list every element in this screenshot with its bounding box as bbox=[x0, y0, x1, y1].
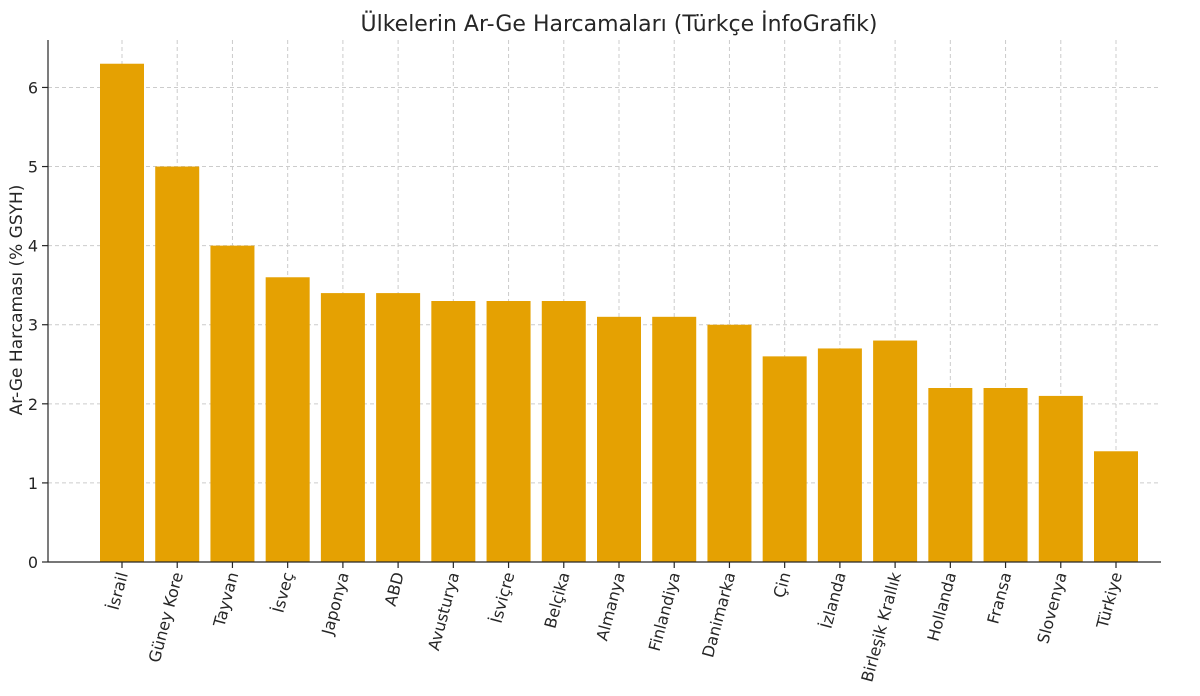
y-tick-label: 4 bbox=[28, 237, 38, 256]
x-tick-label: Almanya bbox=[592, 570, 629, 643]
x-tick-label: Belçika bbox=[540, 570, 573, 630]
bar-Almanya bbox=[597, 316, 641, 562]
y-tick-labels: 0 1 2 3 4 5 6 bbox=[28, 78, 38, 572]
x-tick-label: Danimarka bbox=[698, 570, 739, 659]
bar-Belçika bbox=[541, 301, 586, 562]
bar-Avusturya bbox=[431, 301, 476, 562]
x-tick-label: Slovenya bbox=[1033, 570, 1070, 646]
x-tick-label: İzlanda bbox=[817, 570, 850, 630]
y-tick-label: 5 bbox=[28, 158, 38, 177]
x-tick-label: Çin bbox=[770, 570, 795, 600]
y-tick-label: 6 bbox=[28, 78, 38, 97]
x-tick-label: Türkiye bbox=[1092, 570, 1125, 631]
x-tick-label: Birleşik Krallık bbox=[857, 569, 905, 684]
bar-Türkiye bbox=[1094, 451, 1138, 562]
bar-Güney Kore bbox=[155, 166, 200, 562]
y-tick-label: 1 bbox=[28, 474, 38, 493]
y-tick-label: 0 bbox=[28, 553, 38, 572]
bar-Japonya bbox=[320, 293, 365, 562]
x-tick-label: İsveç bbox=[269, 570, 298, 615]
x-tick-label: Tayvan bbox=[209, 570, 242, 630]
x-tick-label: Hollanda bbox=[924, 570, 961, 643]
bar-İzlanda bbox=[817, 348, 862, 562]
x-tick-label: İsrail bbox=[104, 570, 132, 612]
bar-İsviçre bbox=[486, 301, 531, 562]
x-tick-label: Güney Kore bbox=[145, 570, 187, 664]
bars bbox=[100, 63, 1138, 563]
bar-Hollanda bbox=[928, 388, 973, 562]
x-tick-label: Fransa bbox=[983, 570, 1015, 626]
bar-Finlandiya bbox=[652, 316, 697, 562]
bar-İsrail bbox=[100, 63, 144, 563]
x-tick-label: Finlandiya bbox=[645, 570, 684, 653]
y-tick-label: 2 bbox=[28, 395, 38, 414]
x-tick-label: ABD bbox=[381, 570, 408, 608]
axes bbox=[42, 40, 1161, 568]
bar-İsveç bbox=[265, 277, 310, 562]
x-tick-label: İsviçre bbox=[487, 570, 519, 625]
bar-ABD bbox=[376, 293, 421, 562]
chart-title: Ülkelerin Ar-Ge Harcamaları (Türkçe İnfo… bbox=[360, 11, 877, 37]
bar-Slovenya bbox=[1038, 395, 1083, 562]
bar-Birleşik Krallık bbox=[873, 340, 918, 562]
bar-Tayvan bbox=[210, 245, 255, 563]
y-axis-label: Ar-Ge Harcaması (% GSYH) bbox=[7, 185, 27, 416]
y-tick-label: 3 bbox=[28, 316, 38, 335]
bar-Fransa bbox=[983, 388, 1028, 562]
x-tick-label: Avusturya bbox=[424, 570, 463, 652]
bar-Çin bbox=[762, 356, 807, 562]
x-tick-labels: İsrail Güney Kore Tayvan İsveç Japonya ABD Avu… bbox=[104, 569, 1126, 684]
x-tick-label: Japonya bbox=[318, 570, 353, 638]
bar-Danimarka bbox=[707, 324, 752, 562]
